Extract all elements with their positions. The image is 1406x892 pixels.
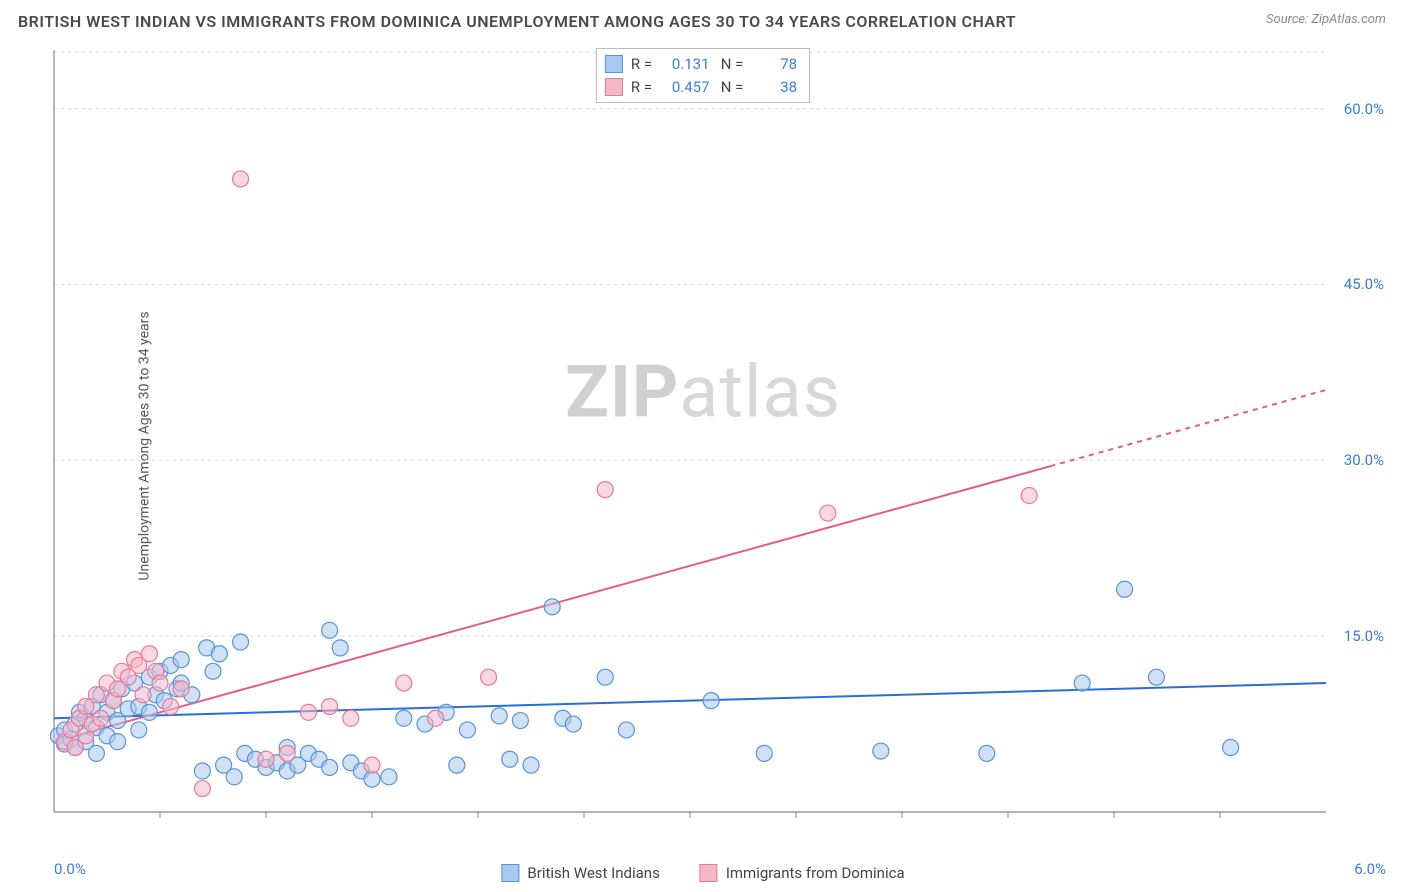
stat-legend-row: R = 0.457 N = 38 xyxy=(605,76,797,99)
legend-item: Immigrants from Dominica xyxy=(700,864,905,882)
series-legend: British West Indians Immigrants from Domi… xyxy=(501,864,904,882)
y-tick-label: 60.0% xyxy=(1344,100,1384,118)
legend-swatch xyxy=(700,864,718,882)
scatter-plot xyxy=(50,44,1386,842)
y-tick-label: 45.0% xyxy=(1344,275,1384,293)
chart-area xyxy=(50,44,1386,842)
stat-legend-text: R = 0.131 N = 78 xyxy=(631,53,797,76)
legend-swatch xyxy=(605,78,623,96)
x-axis-max-label: 6.0% xyxy=(1354,860,1386,878)
x-axis-min-label: 0.0% xyxy=(54,860,86,878)
chart-title: BRITISH WEST INDIAN VS IMMIGRANTS FROM D… xyxy=(18,12,1016,31)
legend-swatch xyxy=(501,864,519,882)
stat-legend-text: R = 0.457 N = 38 xyxy=(631,76,797,99)
source-label: Source: ZipAtlas.com xyxy=(1266,12,1386,27)
y-tick-label: 30.0% xyxy=(1344,451,1384,469)
legend-item: British West Indians xyxy=(501,864,659,882)
y-tick-label: 15.0% xyxy=(1344,627,1384,645)
legend-label: Immigrants from Dominica xyxy=(726,864,905,882)
stat-legend-row: R = 0.131 N = 78 xyxy=(605,53,797,76)
legend-label: British West Indians xyxy=(527,864,659,882)
stat-legend: R = 0.131 N = 78R = 0.457 N = 38 xyxy=(596,48,810,103)
legend-swatch xyxy=(605,55,623,73)
